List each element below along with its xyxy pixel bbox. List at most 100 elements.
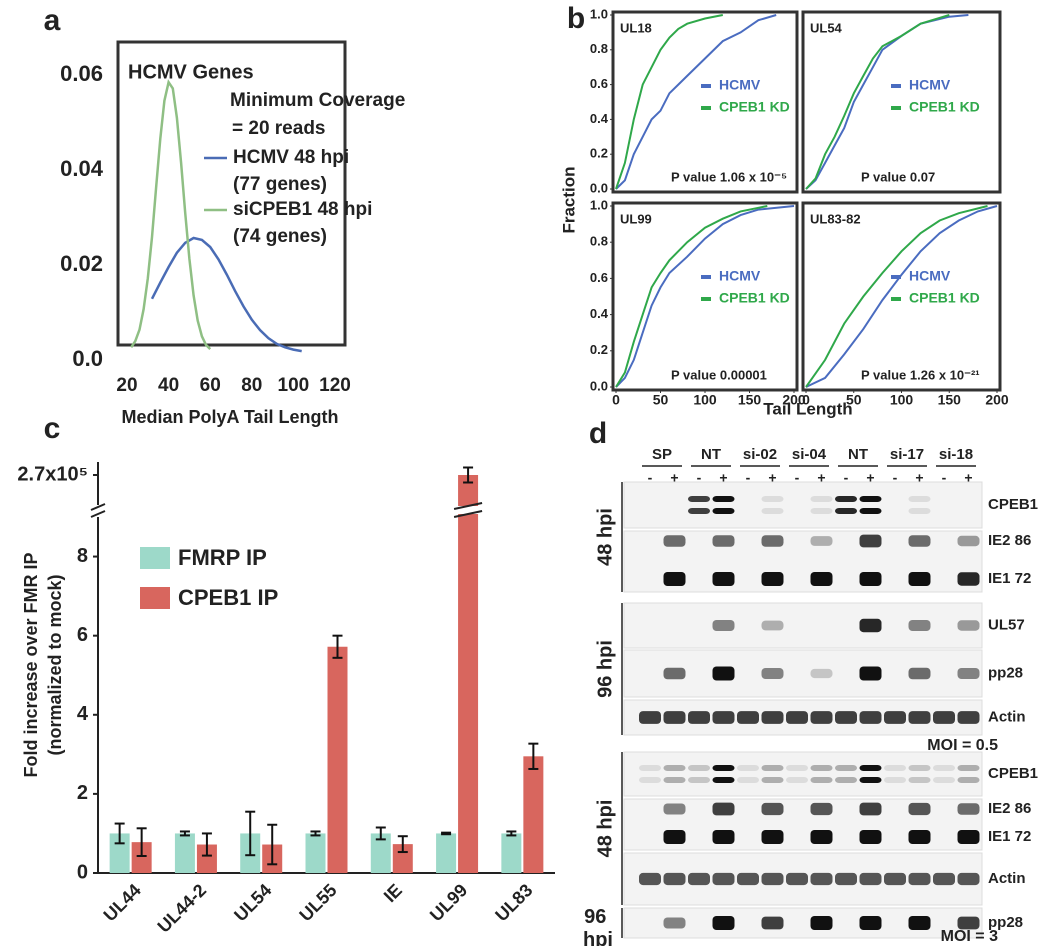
y-tick-label: 0.2 bbox=[590, 342, 608, 357]
band bbox=[761, 572, 784, 586]
band bbox=[908, 620, 931, 631]
band bbox=[712, 830, 735, 844]
band bbox=[737, 711, 759, 724]
x-tick-label: IE bbox=[380, 880, 406, 906]
band bbox=[639, 777, 661, 783]
x-tick-label: 80 bbox=[241, 375, 262, 396]
band bbox=[957, 620, 980, 631]
band bbox=[663, 803, 686, 815]
y-tick-label: 0.04 bbox=[60, 156, 104, 181]
band bbox=[908, 802, 931, 816]
band bbox=[712, 666, 735, 681]
legend-label: HCMV bbox=[719, 77, 761, 93]
lane-group: SP bbox=[652, 446, 672, 463]
y-axis-label: Fold increase over FMR IP bbox=[21, 552, 41, 777]
band bbox=[957, 916, 980, 930]
x-tick-label: 150 bbox=[738, 392, 762, 408]
band bbox=[859, 711, 882, 724]
band bbox=[908, 872, 931, 886]
band bbox=[663, 667, 686, 680]
bar bbox=[458, 475, 479, 873]
band bbox=[663, 917, 686, 929]
band bbox=[859, 496, 882, 502]
x-tick-label: 60 bbox=[200, 375, 221, 396]
frame bbox=[611, 201, 799, 392]
lane-sign: + bbox=[866, 470, 874, 486]
band bbox=[933, 872, 955, 886]
protein-label: Actin bbox=[988, 870, 1026, 887]
legend-label: CPEB1 KD bbox=[909, 290, 980, 306]
band bbox=[761, 916, 784, 930]
band bbox=[688, 765, 710, 771]
legend-label: CPEB1 KD bbox=[909, 99, 980, 115]
y-tick-label: 0.0 bbox=[590, 378, 608, 393]
legend-swatch bbox=[140, 587, 170, 609]
band bbox=[957, 765, 980, 771]
band bbox=[712, 765, 735, 771]
legend-label: siCPEB1 48 hpi (74 genes) bbox=[233, 199, 378, 247]
cdf-line bbox=[805, 205, 988, 388]
legend-label: HCMV bbox=[719, 268, 761, 284]
x-tick-label: 50 bbox=[653, 392, 669, 408]
band bbox=[884, 711, 906, 724]
band bbox=[884, 765, 906, 771]
band bbox=[908, 711, 931, 724]
error-bar bbox=[114, 822, 125, 845]
y-axis-label: (normalized to mock) bbox=[45, 574, 65, 755]
band bbox=[761, 620, 784, 631]
error-bar bbox=[375, 826, 386, 841]
lane-sign: - bbox=[648, 470, 653, 486]
y-tick-label: 0.2 bbox=[590, 146, 608, 161]
band bbox=[663, 765, 686, 771]
bar bbox=[196, 844, 217, 873]
lane-group: NT bbox=[701, 446, 721, 463]
axis-break bbox=[90, 510, 106, 518]
band bbox=[663, 711, 686, 724]
bar bbox=[436, 833, 457, 873]
error-bar bbox=[506, 830, 517, 837]
error-bar bbox=[441, 831, 452, 836]
lane-sign: + bbox=[915, 470, 923, 486]
error-bar bbox=[397, 835, 408, 854]
protein-label: CPEB1 bbox=[988, 496, 1038, 513]
moi-label: MOI = 0.5 bbox=[927, 737, 998, 754]
legend-label: HCMV bbox=[909, 77, 951, 93]
series-line bbox=[150, 236, 302, 353]
legend-swatch bbox=[140, 547, 170, 569]
chart-title: HCMV Genes bbox=[128, 61, 254, 83]
band bbox=[957, 572, 980, 586]
band bbox=[933, 777, 955, 783]
band bbox=[688, 508, 710, 514]
y-tick-label: 0.8 bbox=[590, 234, 608, 249]
band bbox=[810, 711, 833, 724]
bar bbox=[501, 833, 522, 873]
band bbox=[835, 872, 857, 886]
lane-sign: - bbox=[746, 470, 751, 486]
band bbox=[712, 535, 735, 547]
y-tick-label: 0.02 bbox=[60, 251, 103, 276]
error-bar bbox=[201, 832, 212, 857]
band bbox=[737, 765, 759, 771]
band bbox=[859, 534, 882, 548]
bar-break-mark bbox=[453, 510, 483, 518]
panel-title: UL18 bbox=[620, 20, 652, 35]
band bbox=[761, 802, 784, 816]
band bbox=[688, 711, 710, 724]
error-bar bbox=[310, 830, 321, 837]
band bbox=[859, 830, 882, 844]
band bbox=[957, 535, 980, 547]
band bbox=[663, 872, 686, 886]
panel-label: b bbox=[567, 2, 585, 35]
y-tick-label: 6 bbox=[77, 624, 88, 646]
panel-title: UL54 bbox=[810, 20, 843, 35]
panel-title: UL83-82 bbox=[810, 211, 861, 226]
x-tick-label: UL83 bbox=[491, 880, 536, 925]
band bbox=[639, 711, 661, 724]
band bbox=[859, 572, 882, 586]
protein-label: IE1 72 bbox=[988, 570, 1031, 587]
band bbox=[810, 536, 833, 546]
legend-label: CPEB1 IP bbox=[178, 585, 278, 610]
x-tick-label: 200 bbox=[985, 392, 1009, 408]
band bbox=[737, 872, 759, 886]
x-tick-label: 100 bbox=[693, 392, 717, 408]
